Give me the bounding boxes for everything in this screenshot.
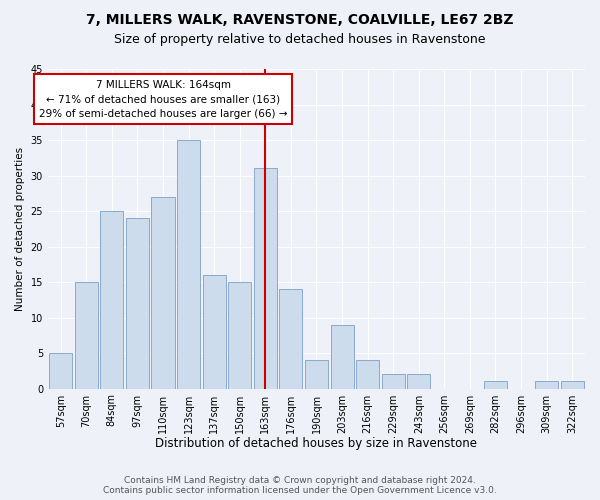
Bar — [75, 282, 98, 389]
Bar — [561, 382, 584, 388]
Text: 7, MILLERS WALK, RAVENSTONE, COALVILLE, LE67 2BZ: 7, MILLERS WALK, RAVENSTONE, COALVILLE, … — [86, 12, 514, 26]
Bar — [177, 140, 200, 388]
Bar — [228, 282, 251, 389]
Bar — [126, 218, 149, 388]
Text: Size of property relative to detached houses in Ravenstone: Size of property relative to detached ho… — [114, 32, 486, 46]
Bar — [484, 382, 507, 388]
Bar — [254, 168, 277, 388]
Bar — [151, 197, 175, 388]
Bar — [100, 211, 124, 388]
Bar — [203, 275, 226, 388]
Y-axis label: Number of detached properties: Number of detached properties — [15, 146, 25, 311]
Bar — [305, 360, 328, 388]
Bar — [407, 374, 430, 388]
Bar — [382, 374, 404, 388]
Bar — [49, 353, 72, 388]
Bar — [356, 360, 379, 388]
X-axis label: Distribution of detached houses by size in Ravenstone: Distribution of detached houses by size … — [155, 437, 478, 450]
Bar — [331, 324, 353, 388]
Bar — [535, 382, 558, 388]
Text: 7 MILLERS WALK: 164sqm
← 71% of detached houses are smaller (163)
29% of semi-de: 7 MILLERS WALK: 164sqm ← 71% of detached… — [39, 80, 287, 120]
Text: Contains HM Land Registry data © Crown copyright and database right 2024.
Contai: Contains HM Land Registry data © Crown c… — [103, 476, 497, 495]
Bar — [280, 289, 302, 388]
